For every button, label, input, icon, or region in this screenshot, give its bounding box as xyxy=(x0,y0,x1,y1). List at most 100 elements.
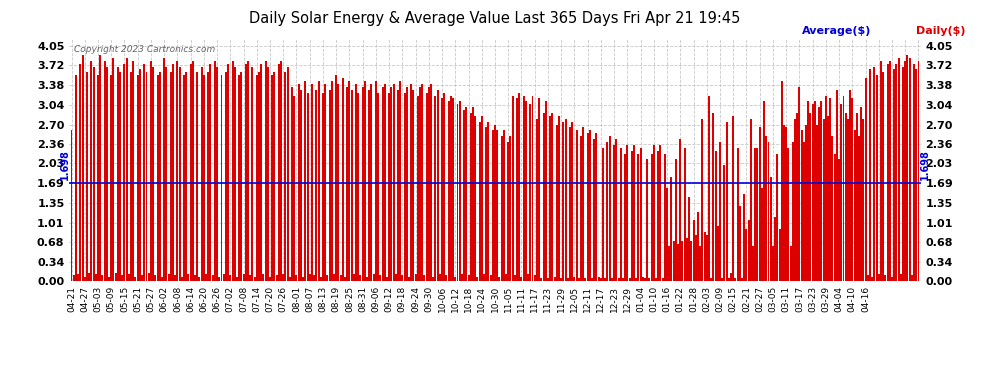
Bar xyxy=(878,274,880,281)
Bar xyxy=(148,273,149,281)
Bar xyxy=(569,128,571,281)
Bar xyxy=(194,276,196,281)
Bar xyxy=(816,124,818,281)
Bar xyxy=(260,64,262,281)
Bar xyxy=(273,72,275,281)
Bar xyxy=(841,104,842,281)
Bar xyxy=(284,72,286,281)
Bar xyxy=(267,66,269,281)
Bar xyxy=(904,61,906,281)
Bar xyxy=(646,159,648,281)
Bar xyxy=(575,130,577,281)
Bar xyxy=(562,122,564,281)
Bar xyxy=(814,101,816,281)
Bar xyxy=(730,273,732,281)
Bar xyxy=(300,90,302,281)
Bar xyxy=(232,61,234,281)
Bar xyxy=(95,274,97,281)
Bar xyxy=(715,151,717,281)
Bar xyxy=(633,145,635,281)
Bar xyxy=(322,93,324,281)
Bar xyxy=(825,96,827,281)
Bar xyxy=(366,277,368,281)
Bar xyxy=(745,229,747,281)
Text: 1.698: 1.698 xyxy=(60,149,70,180)
Bar xyxy=(447,101,449,281)
Bar xyxy=(97,75,99,281)
Bar xyxy=(176,61,178,281)
Bar xyxy=(245,64,247,281)
Bar xyxy=(761,188,763,281)
Bar xyxy=(604,278,606,281)
Bar xyxy=(404,93,406,281)
Bar xyxy=(855,113,857,281)
Bar xyxy=(124,64,126,281)
Bar xyxy=(661,278,663,281)
Bar xyxy=(558,116,560,281)
Bar xyxy=(253,277,255,281)
Bar xyxy=(446,276,447,281)
Bar xyxy=(611,278,613,281)
Bar xyxy=(291,87,293,281)
Bar xyxy=(216,66,218,281)
Bar xyxy=(629,278,631,281)
Bar xyxy=(338,84,340,281)
Bar xyxy=(461,274,463,281)
Bar xyxy=(185,72,187,281)
Bar xyxy=(523,96,525,281)
Bar xyxy=(638,154,640,281)
Bar xyxy=(221,75,223,281)
Bar xyxy=(444,93,446,281)
Bar xyxy=(174,276,176,281)
Bar xyxy=(796,113,798,281)
Bar xyxy=(293,96,295,281)
Bar xyxy=(598,277,600,281)
Bar xyxy=(510,136,512,281)
Bar xyxy=(230,276,232,281)
Bar xyxy=(849,90,851,281)
Bar xyxy=(210,64,212,281)
Bar xyxy=(75,75,77,281)
Bar xyxy=(417,96,419,281)
Bar xyxy=(549,116,551,281)
Bar xyxy=(99,55,101,281)
Bar xyxy=(501,136,503,281)
Bar xyxy=(521,277,523,281)
Bar xyxy=(737,148,739,281)
Bar xyxy=(311,84,313,281)
Bar xyxy=(442,99,444,281)
Bar xyxy=(541,278,543,281)
Bar xyxy=(113,58,115,281)
Bar xyxy=(644,278,646,281)
Bar xyxy=(907,55,909,281)
Bar xyxy=(419,87,421,281)
Bar xyxy=(81,55,83,281)
Bar xyxy=(860,107,862,281)
Bar xyxy=(492,130,494,281)
Bar xyxy=(331,81,333,281)
Bar xyxy=(295,276,297,281)
Bar xyxy=(884,276,886,281)
Bar xyxy=(624,154,626,281)
Bar xyxy=(329,90,331,281)
Bar xyxy=(602,148,604,281)
Bar xyxy=(681,241,683,281)
Bar xyxy=(754,148,756,281)
Bar xyxy=(713,113,715,281)
Bar xyxy=(507,142,509,281)
Bar xyxy=(207,72,209,281)
Bar xyxy=(650,154,652,281)
Bar xyxy=(640,148,642,281)
Bar xyxy=(192,61,194,281)
Bar xyxy=(505,274,507,281)
Bar xyxy=(388,93,390,281)
Bar xyxy=(318,81,320,281)
Bar xyxy=(271,75,273,281)
Bar xyxy=(454,277,456,281)
Bar xyxy=(77,274,79,281)
Bar xyxy=(546,278,548,281)
Bar xyxy=(530,104,532,281)
Bar xyxy=(805,124,807,281)
Bar xyxy=(304,81,306,281)
Bar xyxy=(827,116,829,281)
